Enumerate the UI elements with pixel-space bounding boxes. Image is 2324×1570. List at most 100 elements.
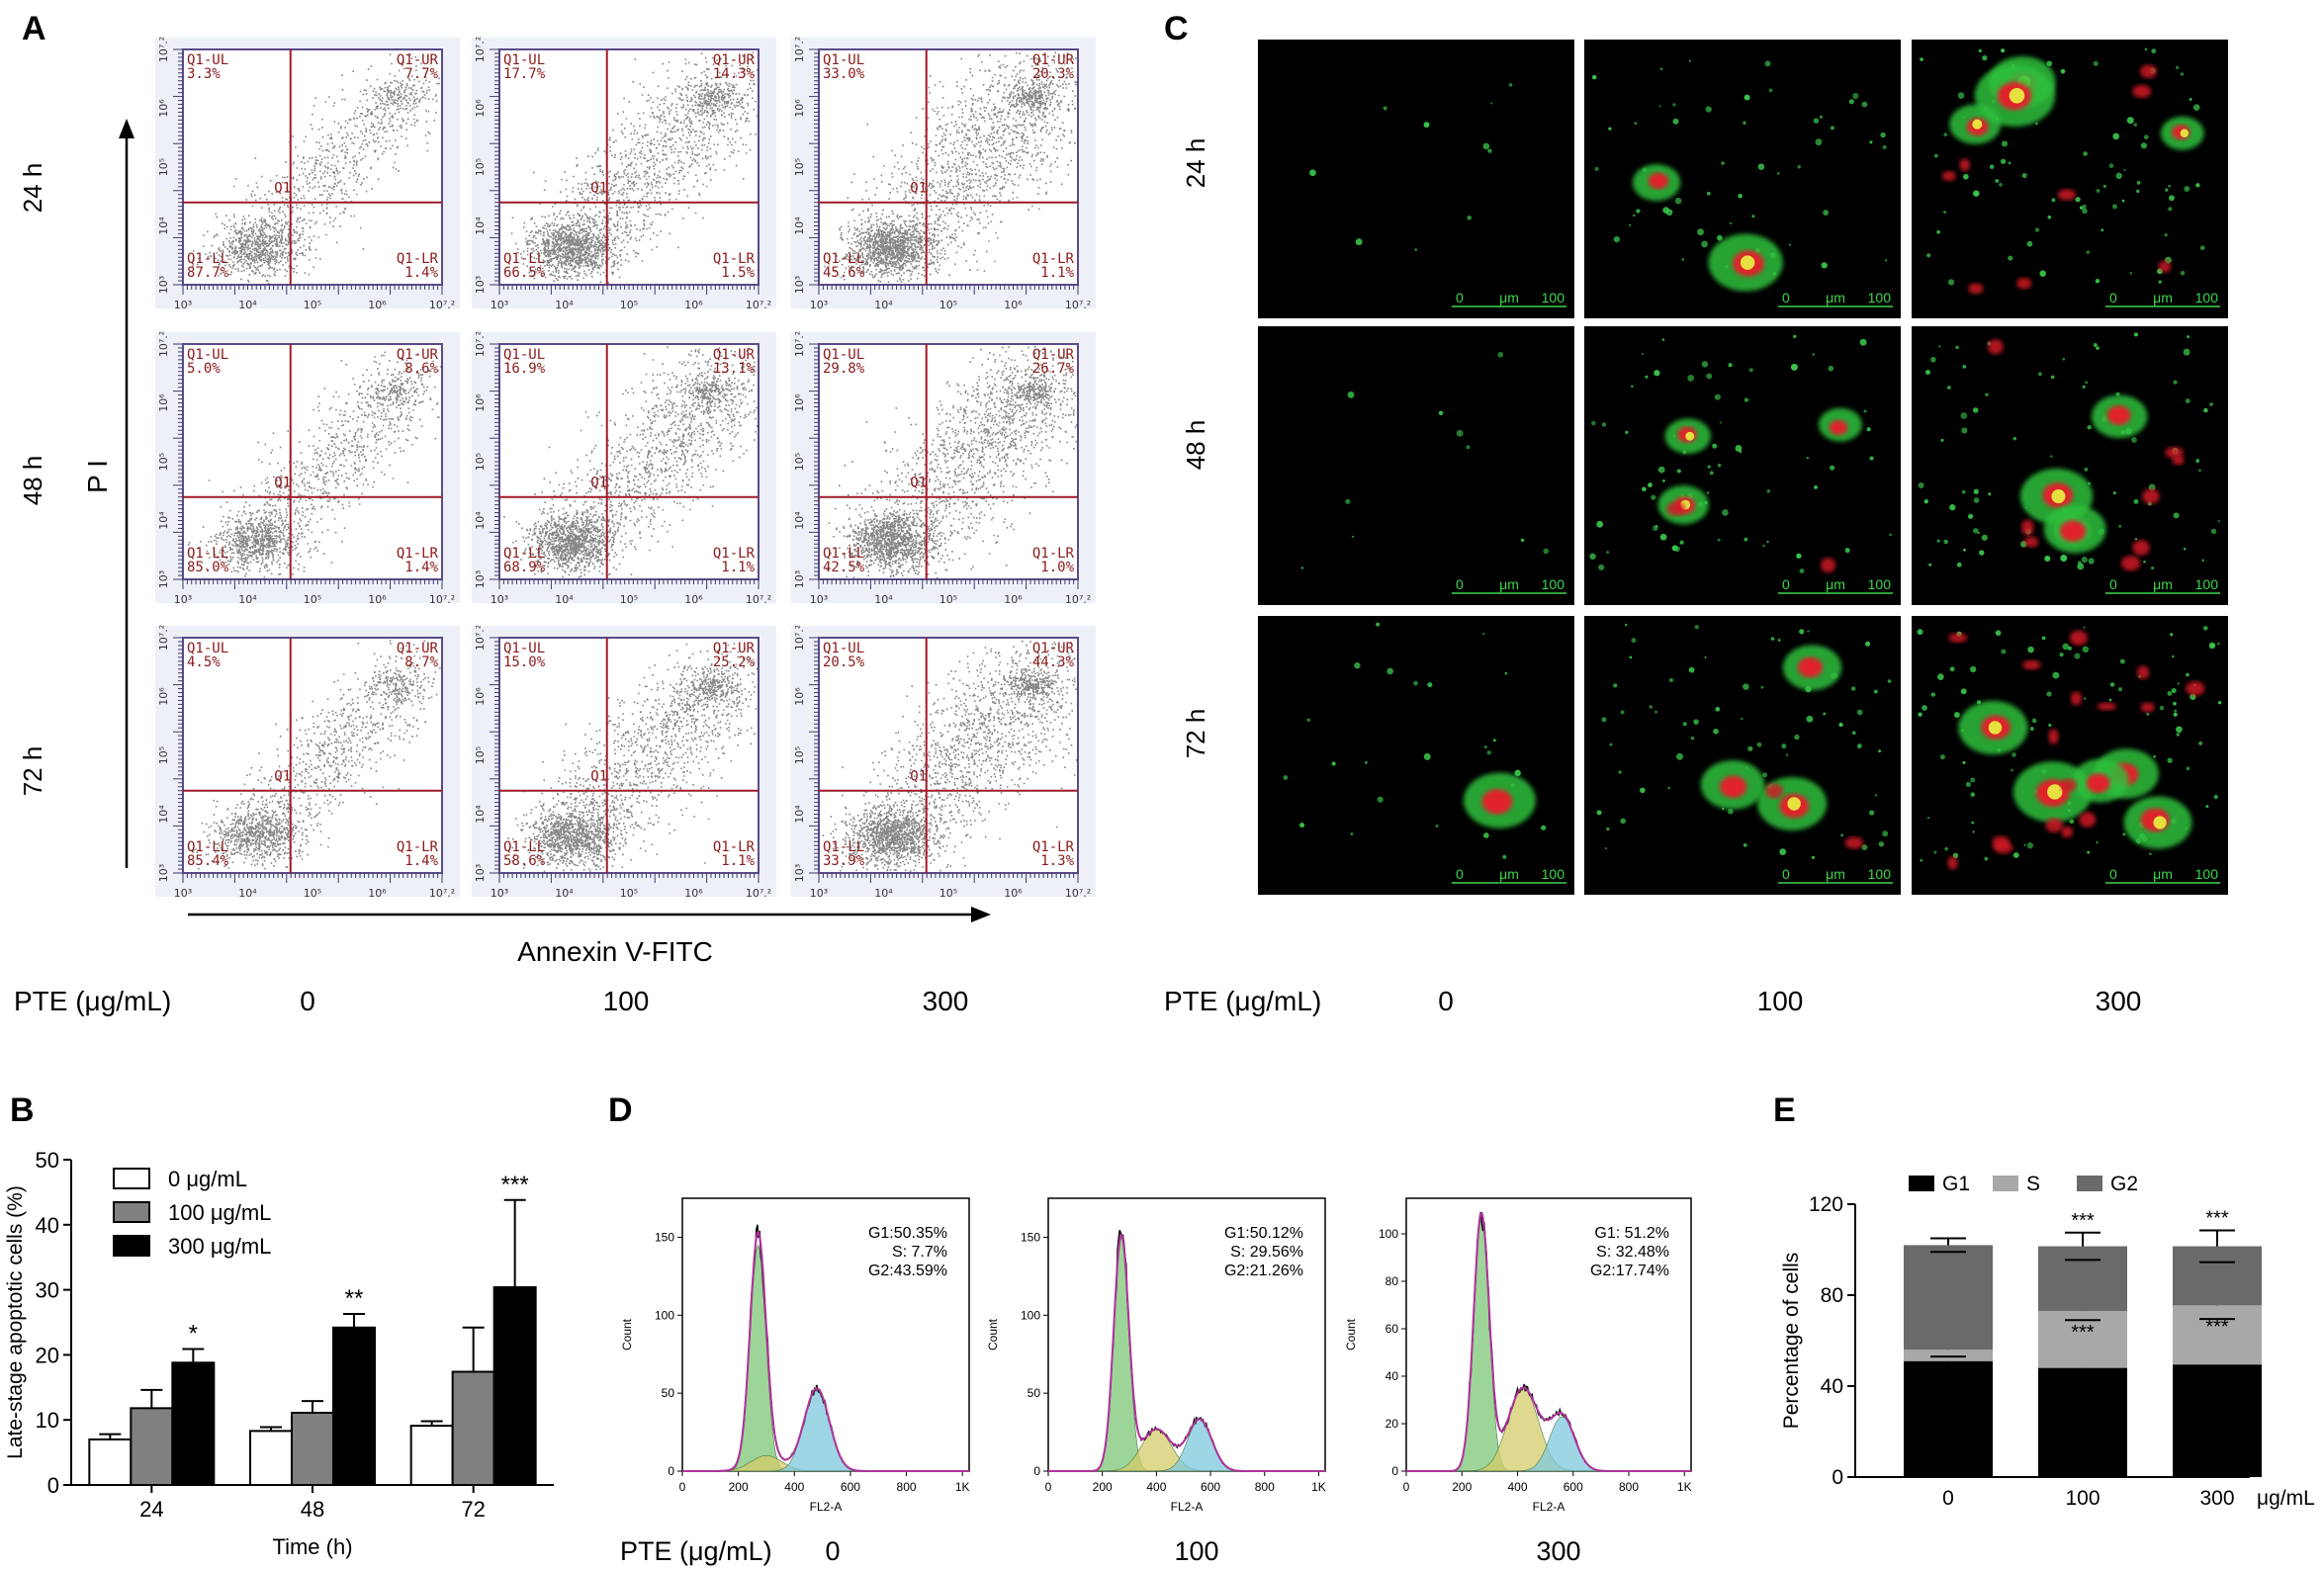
quadrant-lr-value: 1.3% [1040,853,1074,869]
quadrant-ul-value: 17.7% [503,66,546,82]
green-speck [1995,630,2002,637]
stacked-segment-s [1904,1350,1993,1361]
green-speck [1878,749,1882,753]
red-nucleus [1720,775,1747,798]
histogram: 0 20 40 60 80 100 0 200 400 600 800 1K FL2-A Count G1:… [1344,1197,1692,1514]
quadrant-ur: Q1-UR [713,641,756,656]
green-speck [1514,769,1521,777]
quadrant-ur-value: 14.3% [713,66,756,82]
red-cell [2020,519,2034,536]
red-cell [2069,630,2088,646]
green-speck [1947,279,1955,286]
pte-label-d: PTE (μg/mL) [620,1536,772,1566]
image-background [1584,616,1901,895]
green-speck [2021,172,2027,179]
green-speck [1973,488,1979,494]
quadrant-ul-value: 5.0% [187,361,221,377]
green-speck [1788,243,1791,246]
green-speck [1667,786,1670,790]
green-speck [1944,846,1948,851]
green-speck [1624,623,1628,627]
row-label-24h: 24 h [1181,138,1210,189]
green-speck [2187,335,2190,339]
green-speck [1830,126,1834,131]
x-tick-label: 10⁵ [939,299,957,311]
green-speck [2027,646,2034,654]
red-cell [1666,501,1686,516]
green-speck [1657,466,1665,474]
green-speck [1701,240,1708,248]
green-speck [1641,352,1644,356]
bar [291,1411,334,1487]
x-tick-label: 10⁵ [304,593,321,606]
x-tick-label: 10⁵ [620,593,638,606]
scale-bar-unit: μm [2153,576,2173,592]
y-tick-label: 120 [1809,1193,1843,1216]
green-speck [2046,691,2052,697]
quadrant-center-label: Q1 [274,769,291,785]
green-speck [1743,121,1746,125]
red-cell [2172,455,2185,466]
y-tick-label: 10⁵ [793,746,806,764]
legend-swatch [1993,1176,2018,1191]
green-speck [2041,636,2046,641]
green-speck [2031,718,2037,724]
green-speck [1717,464,1722,468]
green-speck [2026,240,2033,247]
green-speck [2143,134,2149,140]
x-tick-label: 10³ [491,593,508,606]
green-speck [1920,858,1923,862]
green-speck [1920,57,1923,61]
green-speck [1799,568,1805,574]
green-speck [2083,626,2086,629]
green-speck [1988,492,1992,496]
y-tick-label: 10⁷.² [793,37,806,62]
green-speck [1973,190,1980,197]
green-speck [2062,643,2070,651]
x-unit-label: μg/mL [2257,1487,2315,1510]
scatter-points [188,348,442,578]
image-background [1584,326,1901,605]
green-speck [1706,373,1713,380]
green-speck [1721,161,1725,165]
quadrant-lr: Q1-LR [713,251,756,267]
red-cell [2140,702,2155,713]
scale-bar-end: 100 [1868,290,1892,305]
green-speck [2011,768,2013,772]
bar [88,1438,133,1486]
x-tick-label: 10⁷.² [429,593,455,606]
scatter-plot: 10³ 10³ 10⁴ 10⁴ 10⁵ 10⁵ 10⁶ 10⁶ 10⁷.² 10⁷.² Q1 Q1-U… [791,331,1096,606]
x-axis-label-annexin: Annexin V-FITC [517,936,713,967]
green-speck [2059,653,2064,657]
green-speck [2096,841,2099,844]
bar [451,1370,495,1487]
green-speck [1830,465,1835,471]
green-speck [2081,556,2088,564]
scatter-points [507,643,759,873]
green-speck [1601,422,1607,427]
quadrant-ur: Q1-UR [397,347,439,363]
green-speck [1705,106,1712,113]
green-speck [1965,781,1971,788]
green-speck [2047,215,2052,219]
quadrant-ur-value: 44.3% [1032,654,1075,670]
green-speck [2077,561,2082,566]
green-speck [1743,683,1749,690]
green-speck [1922,705,1927,711]
green-speck [2165,188,2169,192]
green-speck [1543,548,1549,555]
green-speck [2000,158,2007,164]
x-tick-label: 10³ [491,887,508,900]
green-speck [1940,438,1944,442]
green-speck [2168,207,2173,212]
y-tick-label: 10⁵ [474,158,487,176]
y-tick-label: 10³ [793,864,806,882]
scale-bar-start: 0 [1456,576,1464,592]
red-cell [1947,856,1958,870]
x-tick-label: 800 [897,1480,917,1494]
x-tick-label: 10⁷.² [746,593,771,606]
red-cell [2158,260,2172,273]
quadrant-ul: Q1-UL [503,52,545,68]
scatter-points [824,51,1078,284]
